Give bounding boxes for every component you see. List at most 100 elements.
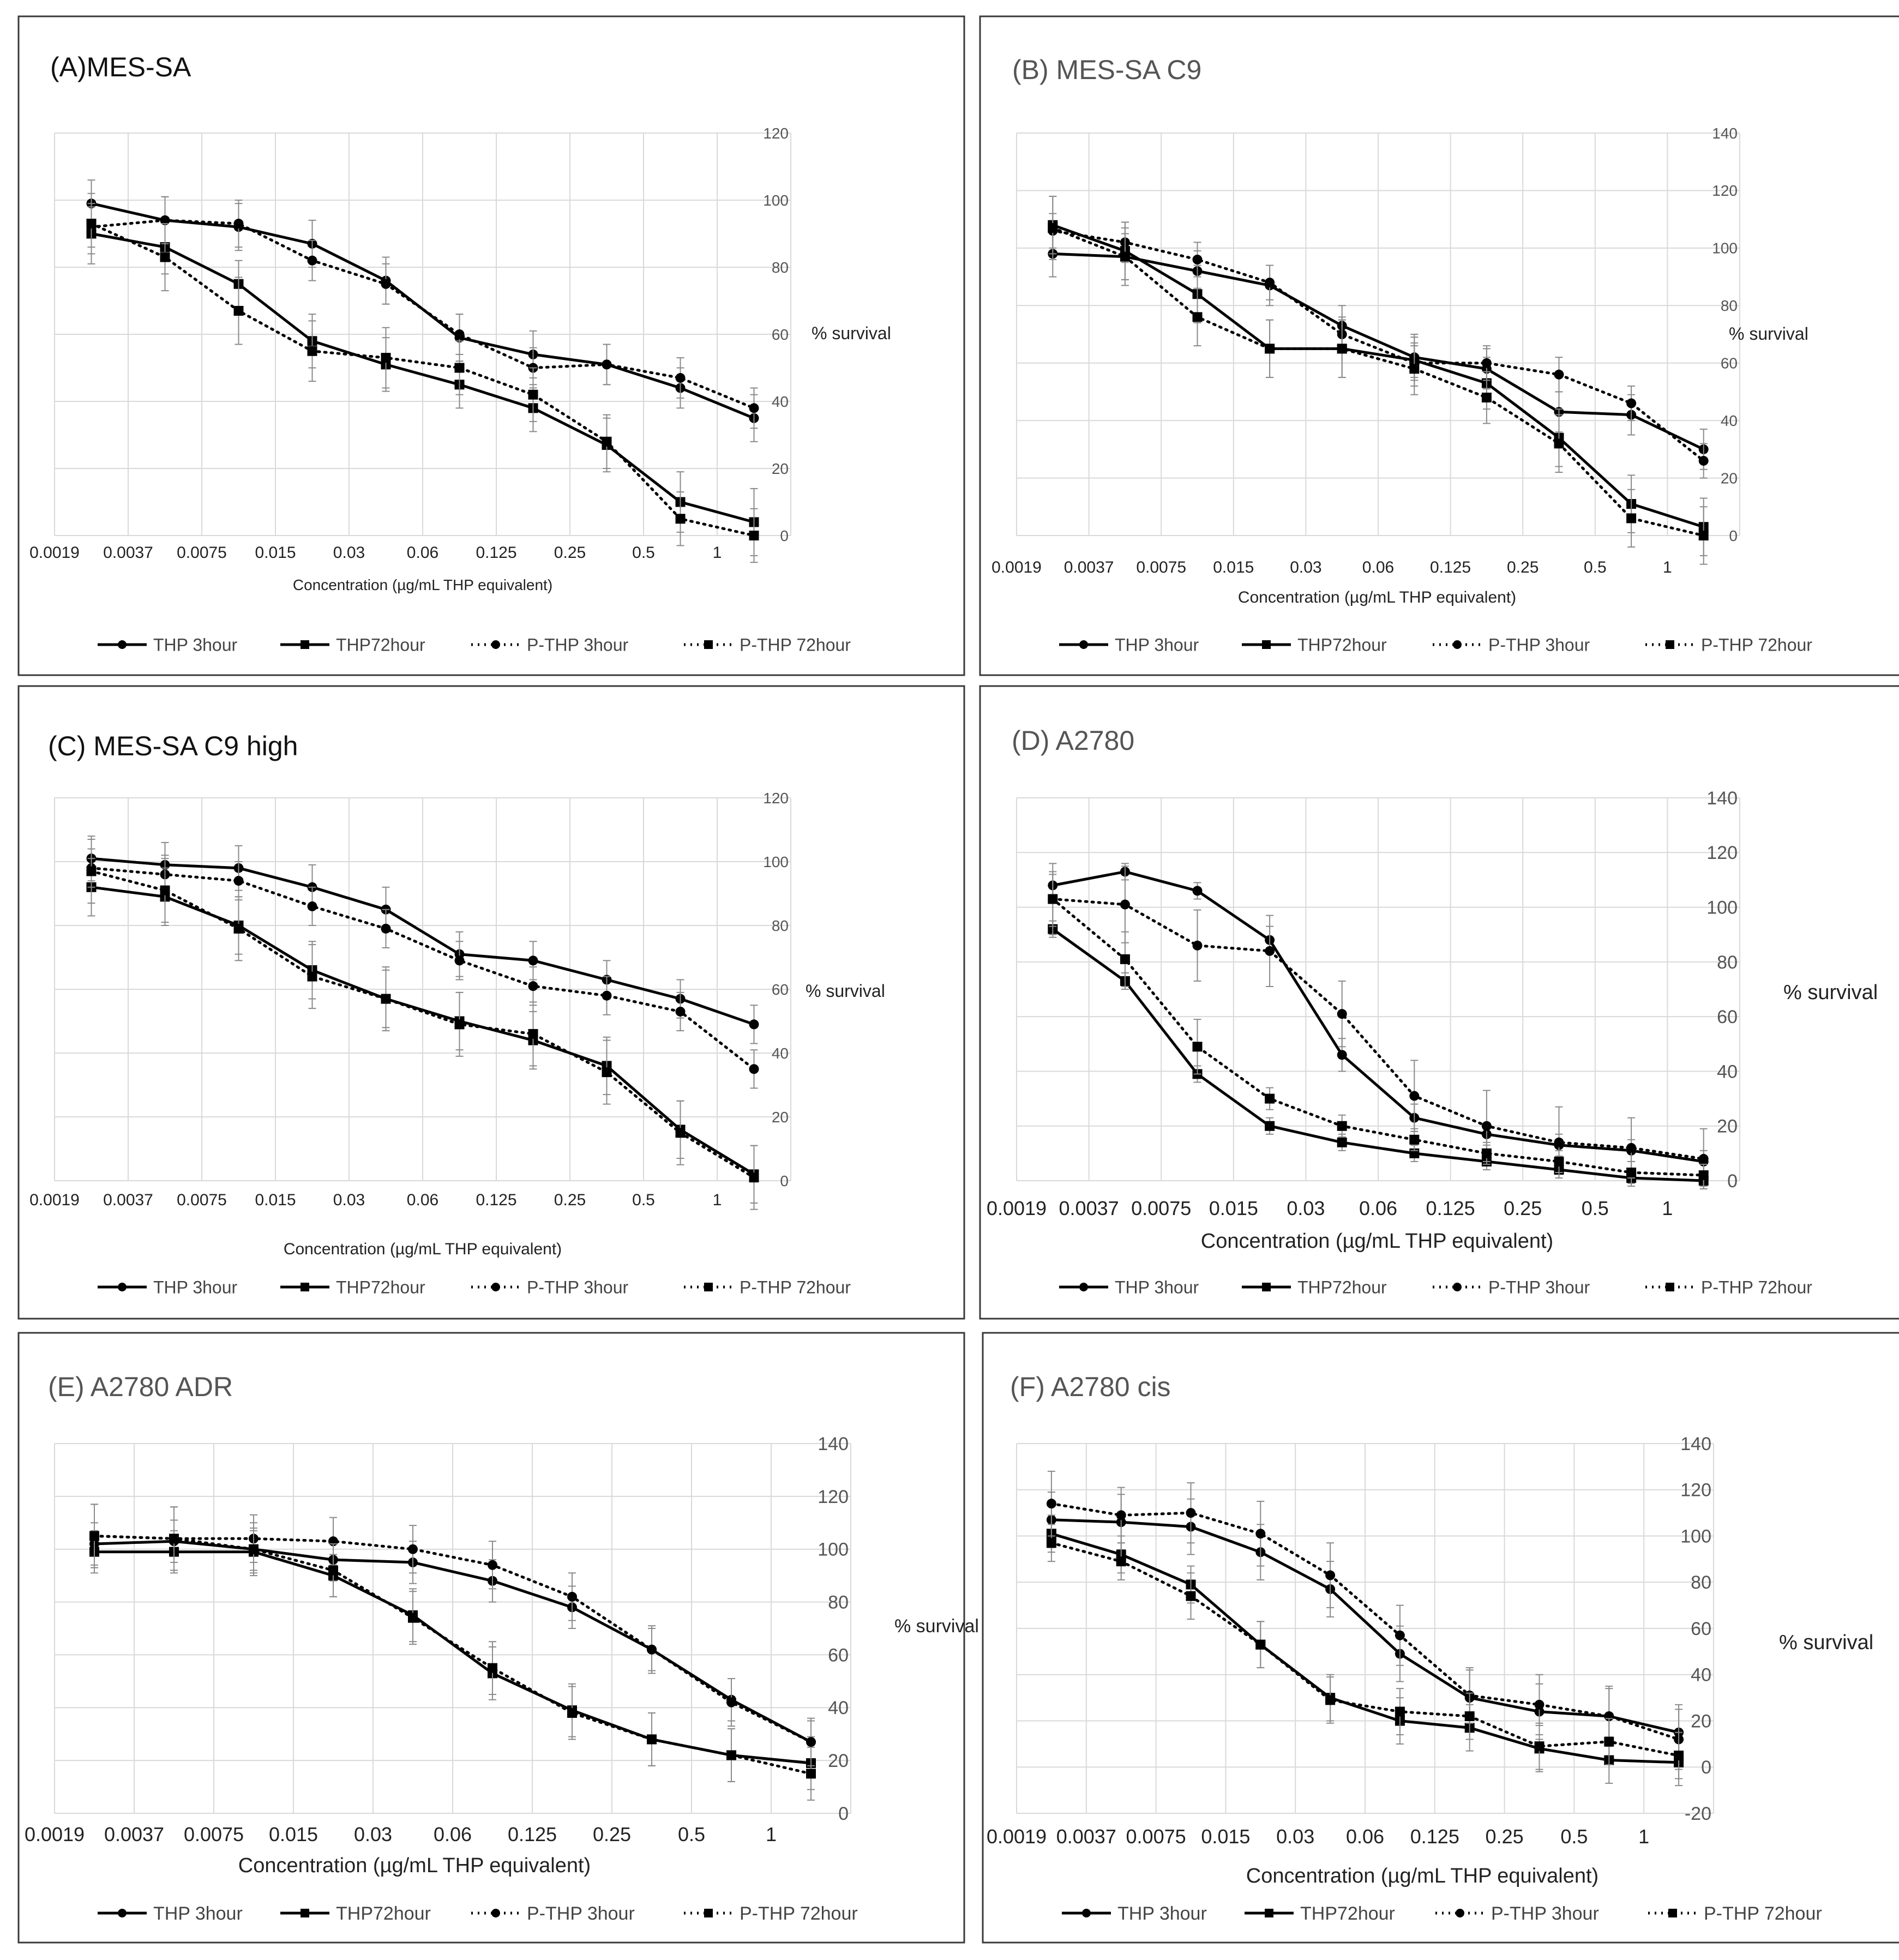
data-point [1534,1741,1545,1752]
y-tick-label: 0 [838,1803,849,1824]
data-point [1265,1093,1275,1104]
y-axis-title: % survival [1779,1631,1873,1654]
data-point [249,1544,259,1554]
x-tick-label: 1 [713,1191,722,1209]
x-axis-title: Concentration (µg/mL THP equivalent) [284,1240,562,1258]
legend-label: P-THP 72hour [740,635,851,655]
data-point [1481,1148,1492,1158]
legend-label: P-THP 72hour [1704,1903,1822,1924]
data-point [86,866,97,876]
legend-label: P-THP 72hour [1701,1278,1812,1297]
x-axis-title: Concentration (µg/mL THP equivalent) [1246,1865,1598,1887]
legend-label: THP 3hour [153,1903,243,1924]
data-point [1046,1538,1056,1548]
series-line [1051,252,1705,451]
legend-label: P-THP 3hour [1491,1903,1599,1924]
legend-label: THP 3hour [1115,1278,1199,1297]
x-tick-label: 0.06 [434,1823,472,1845]
data-point [1698,1153,1709,1164]
y-tick-label: 120 [1680,1480,1711,1501]
legend-marker [1262,640,1271,649]
chart-panel-d: 0 20 40 60 80 100 120 140 0.0019 0.0037 0.0075 0.01… [979,685,1899,1320]
legend-label: THP 3hour [1117,1903,1207,1924]
y-axis-title: % survival [806,981,885,1001]
data-point [749,531,759,540]
legend-marker [118,640,127,649]
series-line [1050,1541,1680,1757]
y-tick-label: 20 [828,1751,849,1771]
y-tick-label: 100 [818,1540,849,1560]
y-tick-label: 60 [828,1645,849,1666]
y-tick-label: 100 [763,192,789,209]
series-line [90,857,755,1026]
x-tick-label: 0.0037 [103,544,153,562]
series-line [90,870,755,1179]
series-line [90,886,755,1176]
data-point [806,1769,816,1779]
x-tick-label: 0.5 [1560,1825,1588,1848]
legend-item: P-THP 72hour [1645,1278,1812,1297]
legend-item: P-THP 72hour [1645,635,1812,655]
series-line [93,1535,813,1775]
legend-item: P-THP 72hour [684,635,851,655]
legend-item: P-THP 3hour [471,1278,629,1297]
legend-marker [1456,1909,1464,1917]
legend-item: P-THP 3hour [471,1903,635,1924]
data-point [675,514,686,524]
y-tick-label: 0 [780,527,789,544]
legend-label: THP72hour [336,635,425,655]
data-point [528,955,538,966]
series-line [90,222,755,537]
data-point [1534,1699,1545,1710]
y-axis-title: % survival [894,1616,979,1637]
data-point [1192,1042,1203,1052]
y-tick-label: -20 [1685,1803,1711,1824]
legend-marker [1265,1909,1273,1917]
data-point [1337,344,1347,354]
y-tick-label: 40 [772,393,789,410]
legend-item: THP 3hour [98,635,238,655]
y-tick-label: 40 [772,1045,789,1062]
y-tick-label: 0 [1729,527,1738,544]
data-point [454,955,465,966]
x-tick-label: 0.06 [1362,558,1394,576]
x-tick-label: 0.125 [476,544,516,562]
legend-item: THP72hour [1245,1903,1395,1924]
legend-item: THP72hour [1242,1278,1387,1297]
x-tick-label: 0.0075 [184,1823,244,1845]
data-point [1255,1529,1266,1539]
x-tick-label: 0.0075 [1136,558,1186,576]
legend-marker [491,1909,500,1917]
series-p-thp-72hour [89,1504,816,1801]
series-line [1051,928,1705,1182]
data-point [1337,1121,1347,1131]
y-tick-label: 60 [1721,355,1738,372]
y-tick-label: 40 [1717,1061,1738,1082]
data-point [1120,251,1130,262]
series-p-thp-3hour [1048,863,1709,1190]
data-point [1120,899,1130,910]
legend-marker [1453,1283,1462,1291]
x-tick-label: 0.03 [1287,1197,1325,1219]
x-tick-label: 0.0037 [103,1191,153,1209]
series-p-thp-72hour [1048,195,1709,565]
legend-marker [1079,1283,1088,1291]
data-point [1337,1009,1347,1019]
panel-title: (B) MES-SA C9 [1012,55,1201,85]
data-point [1626,398,1637,408]
y-tick-label: 20 [1721,470,1738,486]
data-point [160,885,170,895]
x-tick-label: 0.06 [407,544,438,562]
x-tick-label: 0.03 [333,1191,365,1209]
data-point [1265,344,1275,354]
y-tick-label: 100 [1706,897,1738,918]
panel-border [979,15,1899,676]
legend-marker [301,1909,309,1917]
series-p-thp-72hour [1048,871,1709,1187]
data-point [89,1531,99,1541]
data-point [749,1173,759,1183]
legend-label: P-THP 72hour [740,1903,858,1924]
data-point [1337,1137,1347,1147]
data-point [1481,358,1492,368]
